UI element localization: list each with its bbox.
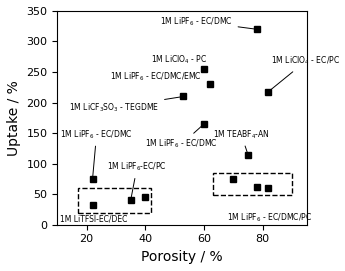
Text: 1M LiPF$_6$-EC/PC: 1M LiPF$_6$-EC/PC — [107, 160, 167, 198]
Text: 1M LiClO$_4$ - EC/PC: 1M LiClO$_4$ - EC/PC — [270, 55, 341, 90]
Y-axis label: Uptake / %: Uptake / % — [7, 80, 21, 156]
Text: 1M LiPF$_6$ - EC/DMC: 1M LiPF$_6$ - EC/DMC — [145, 126, 218, 150]
Bar — [213, 173, 292, 195]
Text: 1M TEABF$_4$-AN: 1M TEABF$_4$-AN — [213, 128, 269, 152]
Text: 1M LiPF$_6$ - EC/DMC/PC: 1M LiPF$_6$ - EC/DMC/PC — [227, 211, 313, 224]
Text: 1M LiTFSI-EC/DEC: 1M LiTFSI-EC/DEC — [60, 214, 128, 223]
Text: 1M LiPF$_6$ - EC/DMC: 1M LiPF$_6$ - EC/DMC — [60, 128, 133, 176]
Text: 1M LiClO$_4$ - PC: 1M LiClO$_4$ - PC — [151, 54, 208, 69]
Text: 1M LiCF$_3$SO$_3$ - TEGDME: 1M LiCF$_3$SO$_3$ - TEGDME — [69, 97, 181, 114]
Text: 1M LiPF$_6$ - EC/DMC: 1M LiPF$_6$ - EC/DMC — [160, 15, 254, 29]
X-axis label: Porosity / %: Porosity / % — [141, 250, 223, 264]
Bar — [78, 188, 151, 212]
Text: 1M LiPF$_6$ - EC/DMC/EMC: 1M LiPF$_6$ - EC/DMC/EMC — [110, 70, 210, 84]
